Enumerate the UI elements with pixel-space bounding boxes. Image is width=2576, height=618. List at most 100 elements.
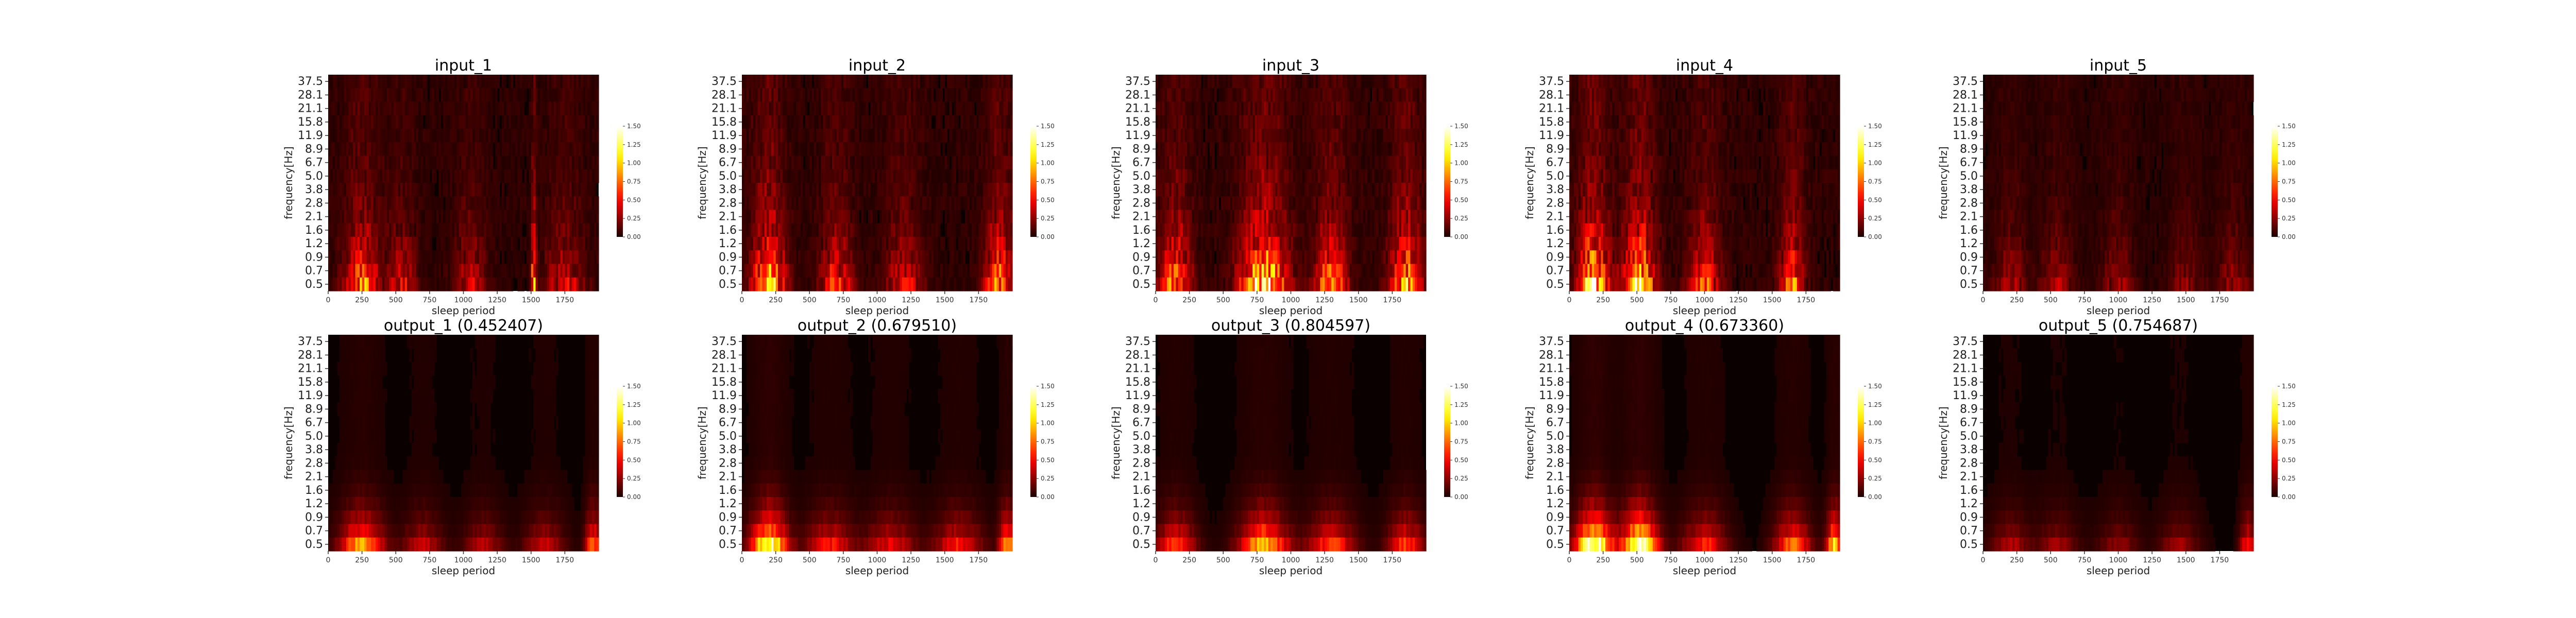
heatmap-cell xyxy=(812,278,815,291)
heatmap-cell xyxy=(767,75,769,89)
heatmap-cell xyxy=(794,264,796,278)
heatmap-cell xyxy=(587,142,590,156)
heatmap-cell xyxy=(533,183,536,197)
heatmap-cell xyxy=(992,102,995,116)
heatmap-cell xyxy=(585,129,588,143)
heatmap-cell xyxy=(1347,129,1350,143)
heatmap-cell xyxy=(773,210,776,224)
heatmap-cell xyxy=(1286,75,1289,89)
heatmap-cell xyxy=(392,115,394,129)
y-tick-label: 0.7 xyxy=(719,265,737,278)
heatmap-cell xyxy=(934,183,936,197)
heatmap-cell xyxy=(929,129,931,143)
heatmap-cell xyxy=(821,210,823,224)
heatmap-cell xyxy=(1336,102,1338,116)
heatmap-cell xyxy=(830,278,833,291)
heatmap-cell xyxy=(581,169,583,183)
heatmap-cell xyxy=(423,142,426,156)
heatmap-cell xyxy=(1172,88,1174,102)
heatmap-cell xyxy=(895,224,898,237)
heatmap-cell xyxy=(572,210,574,224)
y-axis-label: frequency[Hz] xyxy=(282,146,295,219)
heatmap-cell xyxy=(587,278,590,291)
heatmap-cell xyxy=(747,250,749,264)
heatmap-cell xyxy=(418,278,421,291)
heatmap-cell xyxy=(1331,75,1334,89)
heatmap-cell xyxy=(902,250,905,264)
heatmap-cell xyxy=(920,102,923,116)
heatmap-cell xyxy=(488,210,491,224)
heatmap-cell xyxy=(1241,88,1244,102)
heatmap-cell xyxy=(1406,142,1409,156)
heatmap-cell xyxy=(574,196,577,210)
heatmap-cell xyxy=(337,196,340,210)
heatmap-cell xyxy=(402,88,405,102)
heatmap-cell xyxy=(461,129,464,143)
heatmap-cell xyxy=(952,278,954,291)
heatmap-cell xyxy=(371,129,374,143)
heatmap-cell xyxy=(567,88,570,102)
heatmap-cell xyxy=(547,169,549,183)
heatmap-cell xyxy=(1275,156,1278,170)
heatmap-cell xyxy=(524,210,527,224)
heatmap-cell xyxy=(796,183,799,197)
heatmap-cell xyxy=(430,250,432,264)
heatmap-cell xyxy=(509,183,511,197)
heatmap-cell xyxy=(529,196,531,210)
heatmap-cell xyxy=(430,142,432,156)
heatmap-cell xyxy=(958,210,961,224)
heatmap-cell xyxy=(970,250,972,264)
heatmap-cell xyxy=(423,156,426,170)
heatmap-cell xyxy=(1262,115,1264,129)
heatmap-cell xyxy=(744,210,747,224)
heatmap-cell xyxy=(396,129,398,143)
heatmap-cell xyxy=(747,237,749,251)
heatmap-cell xyxy=(1201,169,1204,183)
heatmap-cell xyxy=(920,278,923,291)
heatmap-cell xyxy=(769,102,772,116)
heatmap-cell xyxy=(1298,88,1300,102)
heatmap-cell xyxy=(805,156,808,170)
heatmap-cell xyxy=(954,224,956,237)
heatmap-cell xyxy=(904,115,907,129)
heatmap-cell xyxy=(990,278,992,291)
heatmap-cell xyxy=(1001,129,1004,143)
heatmap-cell xyxy=(430,196,432,210)
heatmap-cell xyxy=(423,237,426,251)
heatmap-cell xyxy=(380,264,383,278)
heatmap-cell xyxy=(466,250,468,264)
heatmap-cell xyxy=(1226,169,1228,183)
heatmap-cell xyxy=(873,102,875,116)
heatmap-cell xyxy=(988,224,990,237)
heatmap-cell xyxy=(762,156,765,170)
heatmap-cell xyxy=(1237,142,1240,156)
heatmap-cell xyxy=(574,156,577,170)
heatmap-cell xyxy=(1417,183,1420,197)
heatmap-cell xyxy=(1413,75,1415,89)
heatmap-cell xyxy=(916,75,918,89)
heatmap-cell xyxy=(461,102,464,116)
heatmap-cell xyxy=(549,102,552,116)
heatmap-cell xyxy=(771,183,774,197)
heatmap-cell xyxy=(333,142,335,156)
heatmap-cell xyxy=(493,88,495,102)
heatmap-cell xyxy=(416,250,419,264)
heatmap-cell xyxy=(785,264,787,278)
heatmap-cell xyxy=(500,142,502,156)
heatmap-cell xyxy=(863,237,866,251)
heatmap-cell xyxy=(1311,88,1314,102)
heatmap-cell xyxy=(983,210,986,224)
heatmap-cell xyxy=(567,102,570,116)
heatmap-cell xyxy=(545,210,547,224)
heatmap-cell xyxy=(992,196,995,210)
heatmap-cell xyxy=(1410,115,1413,129)
heatmap-cell xyxy=(448,169,450,183)
heatmap-cell xyxy=(590,75,592,89)
heatmap-cell xyxy=(355,102,358,116)
heatmap-cell xyxy=(859,115,862,129)
heatmap-cell xyxy=(845,142,848,156)
heatmap-cell xyxy=(877,156,880,170)
heatmap-cell xyxy=(407,264,410,278)
heatmap-cell xyxy=(360,278,362,291)
heatmap-cell xyxy=(563,115,565,129)
